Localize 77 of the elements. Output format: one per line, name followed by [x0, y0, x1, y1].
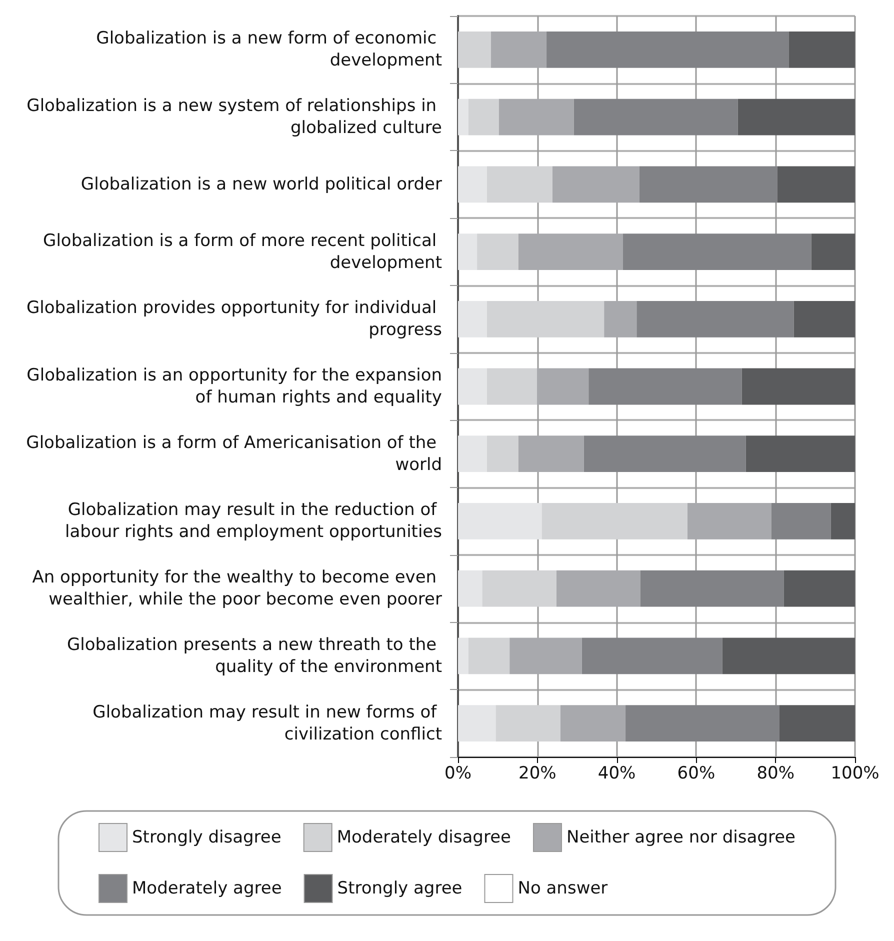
bar: [779, 705, 855, 742]
bar: [477, 234, 518, 270]
x-tick-label: 40%: [598, 764, 636, 784]
bar: [458, 436, 487, 472]
bar: [582, 638, 722, 674]
bar: [486, 300, 604, 338]
bar: [746, 436, 855, 472]
legend-label: Moderately agree: [132, 878, 282, 898]
bar: [794, 300, 855, 338]
bar: [738, 98, 855, 136]
x-tick-label: 60%: [677, 764, 716, 784]
bar: [458, 166, 487, 203]
bar: [542, 503, 688, 540]
bar: [771, 503, 831, 540]
bar: [742, 368, 855, 405]
bar: [518, 436, 584, 472]
bar: [687, 503, 772, 540]
bar: [486, 166, 552, 203]
y-tick-label: Globalization may result in the reduction of labour rights and employment opportunities: [65, 500, 442, 542]
bar: [490, 31, 547, 68]
bar: [777, 166, 855, 203]
y-tick-label: An opportunity for the wealthy to become even wealthier, while the poor become even poorer: [32, 568, 442, 610]
legend-label: Strongly agree: [337, 878, 462, 898]
bar: [458, 368, 487, 405]
bar: [784, 570, 855, 607]
y-tick-label: Globalization is a new system of relationships in globalized culture: [26, 96, 442, 138]
bar: [622, 234, 812, 270]
legend-label: No answer: [518, 878, 608, 898]
bar: [458, 705, 496, 742]
bar: [604, 300, 637, 338]
y-tick-label: Globalization presents a new threath to the quality of the environment: [66, 634, 442, 677]
bar: [830, 503, 855, 540]
bar: [458, 98, 468, 136]
y-tick-label: Globalization is a form of more recent political development: [43, 230, 442, 273]
y-tick-label: Globalization is a new world political order: [80, 174, 442, 194]
x-tick-label: 100%: [830, 764, 880, 784]
bar: [626, 705, 780, 742]
bar: [518, 234, 623, 270]
bar: [556, 570, 640, 607]
bar: [546, 31, 789, 68]
y-tick-label: Globalization provides opportunity for individual progress: [26, 298, 442, 340]
bar: [560, 705, 626, 742]
bar: [811, 234, 855, 270]
bar: [636, 300, 794, 338]
bar: [498, 98, 574, 136]
bar: [496, 705, 560, 742]
bar: [584, 436, 746, 472]
bar: [482, 570, 556, 607]
y-tick-label: Globalization is an opportunity for the expansion of human rights and equality: [26, 366, 442, 408]
y-tick-label: Globalization may result in new forms of civilization conflict: [92, 702, 442, 744]
y-tick-label: Globalization is a form of Americanisation of the world: [26, 432, 442, 475]
bar: [639, 166, 778, 203]
bar: [468, 98, 499, 136]
bar: [458, 31, 491, 68]
bar: [458, 300, 487, 338]
bar: [640, 570, 784, 607]
bar: [458, 503, 542, 540]
bar: [486, 368, 538, 405]
x-tick-label: 80%: [756, 764, 794, 784]
bar: [588, 368, 742, 405]
x-tick-label: 20%: [518, 764, 556, 784]
bar: [458, 234, 478, 270]
bar: [537, 368, 589, 405]
bar: [788, 31, 855, 68]
bar: [574, 98, 738, 136]
bar: [468, 638, 510, 674]
y-tick-label: Globalization is a new form of economic development: [96, 28, 442, 71]
bar: [552, 166, 640, 203]
legend-label: Moderately disagree: [336, 828, 511, 848]
legend-label: Strongly disagree: [132, 828, 282, 848]
bar: [458, 638, 468, 674]
legend-label: Neither agree nor disagree: [566, 828, 796, 848]
bar: [458, 570, 482, 607]
bar: [486, 436, 518, 472]
x-tick-label: 0%: [444, 764, 472, 784]
bar: [722, 638, 855, 674]
bar: [510, 638, 582, 674]
